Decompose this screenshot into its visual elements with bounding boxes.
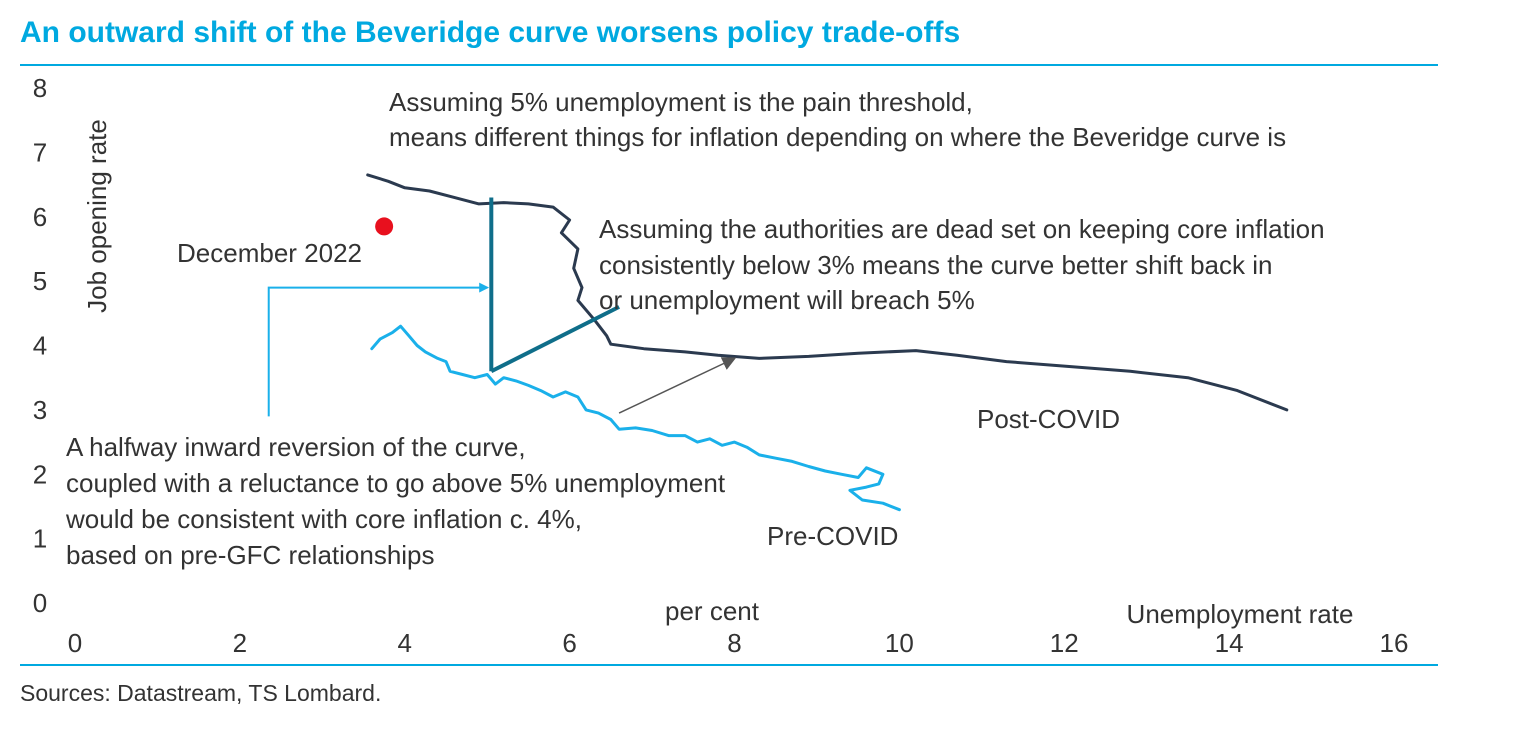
x-tick-label: 12 [1050,628,1079,658]
y-tick-label: 2 [33,459,47,489]
y-tick-label: 4 [33,331,47,361]
shift-annotation-arrow [618,357,737,414]
x-axis-unit: per cent [665,596,760,626]
x-tick-label: 14 [1215,628,1244,658]
annotation-middle-line-2: consistently below 3% means the curve be… [599,250,1272,280]
series-layer [366,173,1289,512]
y-axis-ticks: 0 1 2 3 4 5 6 7 8 [33,73,47,618]
y-tick-label: 1 [33,524,47,554]
pre-covid-label: Pre-COVID [767,521,898,551]
annotation-top-line-2: means different things for inflation dep… [389,122,1286,152]
x-tick-label: 16 [1380,628,1409,658]
x-tick-label: 10 [885,628,914,658]
y-tick-label: 6 [33,202,47,232]
annotation-bottom-line-4: based on pre-GFC relationships [66,540,435,570]
bottom-divider [20,664,1438,666]
x-tick-label: 4 [398,628,412,658]
y-tick-label: 8 [33,73,47,103]
diagonal-shift-arrow [490,305,620,374]
annotation-middle-line-3: or unemployment will breach 5% [599,285,975,315]
x-tick-label: 6 [562,628,576,658]
source-note: Sources: Datastream, TS Lombard. [20,680,382,706]
x-tick-label: 2 [233,628,247,658]
callout-pointer-arrow [267,282,490,417]
annotation-middle-line-1: Assuming the authorities are dead set on… [599,214,1325,244]
annotation-bottom-line-2: coupled with a reluctance to go above 5%… [66,468,726,498]
y-tick-label: 7 [33,137,47,167]
december-2022-label: December 2022 [177,238,362,268]
x-tick-label: 8 [727,628,741,658]
x-tick-label: 0 [68,628,82,658]
y-tick-label: 0 [33,588,47,618]
december-2022-marker [375,217,394,236]
series-line-post-covid [366,173,1289,412]
annotation-top-line-1: Assuming 5% unemployment is the pain thr… [389,87,973,117]
x-axis-ticks: 0 2 4 6 8 10 12 14 16 [68,628,1409,658]
series-line-pre-covid [370,324,901,512]
y-tick-label: 5 [33,266,47,296]
y-axis-label: Job opening rate [82,119,112,313]
y-tick-label: 3 [33,395,47,425]
title-divider [20,64,1438,66]
chart-title: An outward shift of the Beveridge curve … [20,16,961,49]
annotation-bottom-line-3: would be consistent with core inflation … [65,504,582,534]
marker-layer [375,217,394,236]
annotation-bottom-line-1: A halfway inward reversion of the curve, [66,432,526,462]
arrow-layer [267,197,737,417]
x-axis-label: Unemployment rate [1127,599,1354,629]
post-covid-label: Post-COVID [977,404,1120,434]
